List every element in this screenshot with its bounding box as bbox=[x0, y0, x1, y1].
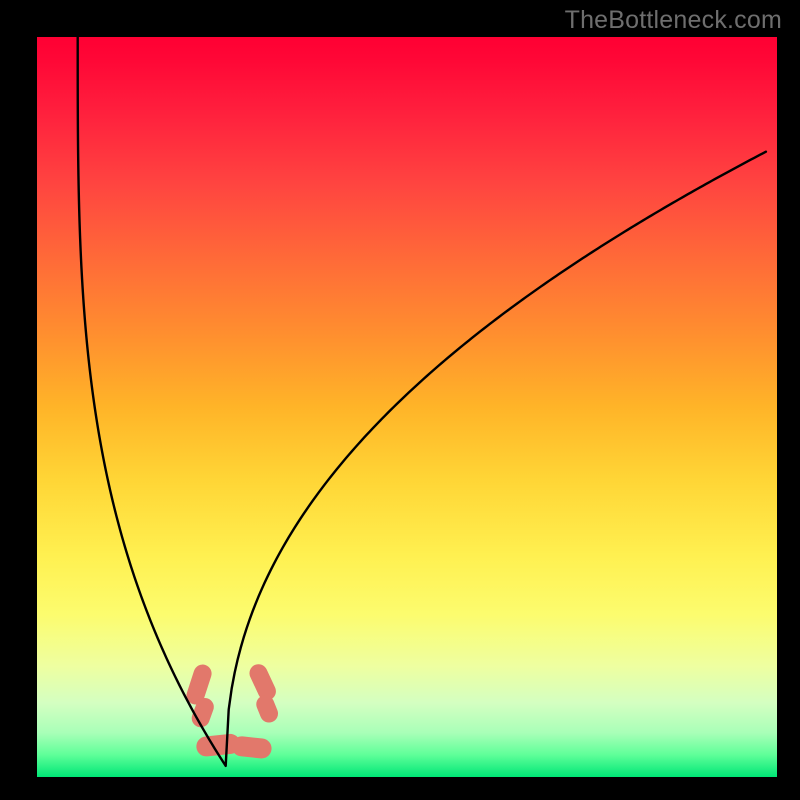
watermark-text: TheBottleneck.com bbox=[565, 6, 782, 35]
gradient-background bbox=[37, 37, 777, 777]
bottleneck-chart bbox=[37, 37, 777, 777]
